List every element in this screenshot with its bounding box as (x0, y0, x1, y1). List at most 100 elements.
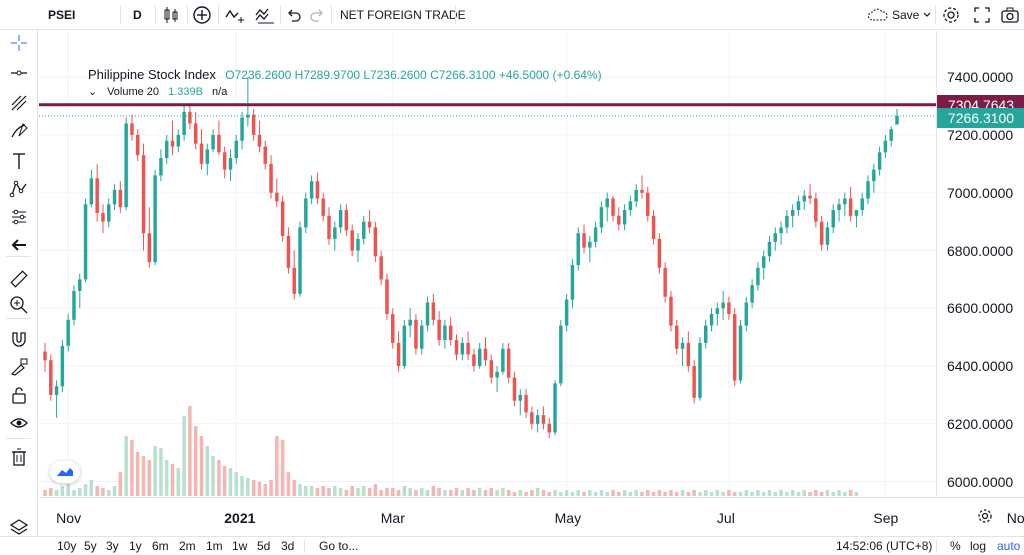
bar-style-icon[interactable] (161, 0, 181, 29)
candle (304, 198, 308, 228)
add-compare-icon[interactable] (192, 0, 212, 29)
candle (222, 152, 227, 170)
range-5d-button[interactable]: 5d (257, 539, 271, 553)
volume-bar (95, 486, 99, 496)
volume-bar (483, 490, 488, 496)
camera-icon[interactable] (1000, 0, 1020, 29)
range-3d-button[interactable]: 3d (281, 539, 295, 553)
auto-scale-button[interactable]: auto (997, 539, 1021, 553)
templates-icon[interactable] (254, 0, 276, 29)
text-tool-icon[interactable] (0, 148, 37, 174)
eye-icon[interactable] (0, 410, 37, 436)
volume-bar (83, 484, 88, 496)
save-button[interactable]: Save (892, 7, 920, 22)
ruler-icon[interactable] (0, 266, 37, 292)
volume-bar (391, 488, 395, 496)
volume-label: Volume 20 (107, 86, 160, 98)
volume-bar (159, 448, 163, 496)
price-chart[interactable] (39, 31, 936, 496)
toolbar-divider (455, 5, 456, 24)
volume-bar (779, 490, 783, 496)
settings-icon[interactable] (942, 0, 960, 29)
chevron-down-icon[interactable] (922, 0, 932, 29)
arrow-left-icon[interactable] (0, 232, 37, 258)
range-1m-button[interactable]: 1m (206, 539, 223, 553)
candle (506, 348, 511, 378)
gann-fib-icon[interactable] (0, 90, 37, 116)
cloud-icon[interactable] (867, 0, 889, 29)
candle (124, 123, 128, 208)
time-axis-label: 2021 (224, 510, 256, 526)
redo-icon[interactable] (309, 0, 325, 29)
brush-icon[interactable] (0, 118, 37, 144)
candle (663, 267, 667, 297)
candle (646, 192, 650, 216)
tradingview-logo-icon[interactable] (50, 461, 80, 483)
candle (350, 230, 354, 251)
candle (651, 215, 656, 239)
candle (843, 198, 847, 205)
lock-icon[interactable] (0, 382, 37, 408)
volume-bar (605, 492, 609, 496)
candle (240, 117, 244, 141)
zoom-in-icon[interactable] (0, 292, 37, 318)
range-5y-button[interactable]: 5y (84, 539, 97, 553)
volume-bar (246, 478, 250, 496)
toolbar-divider (936, 540, 937, 553)
candle (819, 221, 824, 245)
symbol-search-button[interactable]: PSEI (48, 7, 76, 22)
volume-bar (802, 490, 807, 496)
candle (524, 394, 528, 413)
axis-settings-icon[interactable] (977, 508, 993, 529)
range-2m-button[interactable]: 2m (179, 539, 196, 553)
chevron-down-icon[interactable]: ⌄ (88, 86, 98, 98)
volume-bar (315, 488, 320, 496)
pattern-icon[interactable] (0, 176, 37, 202)
magnet-icon[interactable] (0, 326, 37, 352)
layers-icon[interactable] (0, 514, 37, 540)
prediction-icon[interactable] (0, 204, 37, 230)
range-6m-button[interactable]: 6m (152, 539, 169, 553)
candle (431, 302, 436, 320)
volume-bar (367, 488, 372, 496)
indicators-icon[interactable] (224, 0, 246, 29)
lock-drawing-icon[interactable] (0, 354, 37, 380)
candle (848, 198, 853, 216)
goto-date-button[interactable]: Go to... (319, 539, 359, 553)
range-3y-button[interactable]: 3y (106, 539, 119, 553)
volume-bar (344, 490, 349, 496)
volume-bar (709, 492, 714, 496)
candle (889, 129, 893, 141)
last-price-tag: 7266.3100 (937, 107, 1024, 128)
clock[interactable]: 14:52:06 (UTC+8) (836, 539, 933, 553)
candle (541, 415, 546, 424)
crosshair-icon[interactable] (0, 30, 37, 56)
price-axis[interactable]: 7304.7643 7266.3100 7400.0000 7200.0000 70… (936, 31, 1024, 496)
trend-line-icon[interactable] (0, 60, 37, 86)
chart-pane[interactable]: Philippine Stock Index O7236.2600 H7289.… (39, 31, 936, 496)
undo-icon[interactable] (286, 0, 302, 29)
indicator-name-button[interactable]: NET FOREIGN TRADE (340, 7, 466, 22)
percent-scale-button[interactable]: % (950, 539, 961, 553)
candle (130, 123, 134, 135)
price-axis-label: 6400.0000 (947, 358, 1014, 375)
candle (877, 152, 882, 170)
range-1y-button[interactable]: 1y (129, 539, 142, 553)
candle (634, 189, 638, 202)
range-10y-button[interactable]: 10y (57, 539, 77, 553)
volume-bar (530, 490, 534, 496)
range-1w-button[interactable]: 1w (232, 539, 248, 553)
candle (831, 210, 835, 228)
volume-bar (362, 486, 366, 496)
fullscreen-icon[interactable] (973, 0, 991, 29)
trash-icon[interactable] (0, 444, 37, 470)
volume-bar (72, 490, 76, 496)
log-scale-button[interactable]: log (970, 539, 987, 553)
candle (327, 215, 331, 239)
candle (54, 386, 59, 395)
candle (147, 233, 152, 263)
time-axis[interactable]: Nov 2021 Mar May Jul Sep No (39, 497, 1024, 535)
volume-bar (680, 490, 685, 496)
candle (617, 215, 621, 225)
interval-button[interactable]: D (133, 7, 142, 22)
